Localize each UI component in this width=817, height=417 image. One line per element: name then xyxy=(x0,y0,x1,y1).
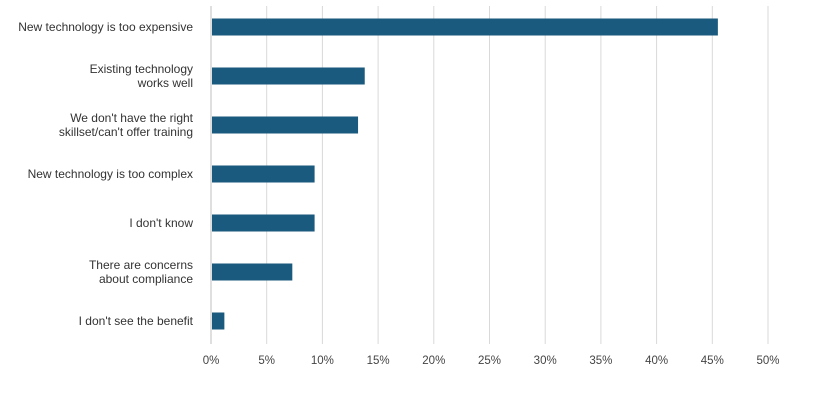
bar xyxy=(212,116,359,134)
category-label-line: There are concerns xyxy=(89,258,193,272)
x-tick-label: 0% xyxy=(203,355,220,367)
category-labels: New technology is too expensive Existing … xyxy=(18,20,193,328)
category-label: There are concerns about compliance xyxy=(89,258,193,286)
category-label: New technology is too expensive xyxy=(18,20,193,34)
bar xyxy=(212,67,365,85)
bars xyxy=(212,18,718,330)
x-tick-label: 15% xyxy=(367,355,390,367)
bar xyxy=(212,263,293,281)
x-tick-label: 50% xyxy=(756,355,779,367)
x-tick-label: 20% xyxy=(422,355,445,367)
category-label-line: skillset/can't offer training xyxy=(59,125,193,139)
category-label-line: I don't know xyxy=(129,216,193,230)
bar xyxy=(212,165,315,183)
category-label: I don't see the benefit xyxy=(79,314,194,328)
x-tick-label: 45% xyxy=(701,355,724,367)
x-tick-label: 35% xyxy=(589,355,612,367)
x-axis-tick-labels: 0% 5% 10% 15% 20% 25% 30% 35% 40% 45% 50% xyxy=(203,355,780,367)
bar xyxy=(212,214,315,232)
gridlines xyxy=(210,6,769,344)
category-label: Existing technology works well xyxy=(90,62,193,90)
category-label-line: I don't see the benefit xyxy=(79,314,194,328)
category-label-line: New technology is too complex xyxy=(28,167,193,181)
x-tick-label: 5% xyxy=(258,355,275,367)
x-tick-label: 40% xyxy=(645,355,668,367)
category-label-line: Existing technology xyxy=(90,62,193,76)
bar xyxy=(212,312,225,330)
category-label-line: New technology is too expensive xyxy=(18,20,193,34)
category-label: New technology is too complex xyxy=(28,167,193,181)
category-label-line: works well xyxy=(137,76,193,90)
category-label-line: about compliance xyxy=(99,272,193,286)
bar xyxy=(212,18,718,36)
category-label: We don't have the right skillset/can't of… xyxy=(59,111,194,139)
category-label: I don't know xyxy=(129,216,193,230)
x-tick-label: 25% xyxy=(478,355,501,367)
x-tick-label: 10% xyxy=(311,355,334,367)
category-label-line: We don't have the right xyxy=(70,111,193,125)
x-tick-label: 30% xyxy=(534,355,557,367)
